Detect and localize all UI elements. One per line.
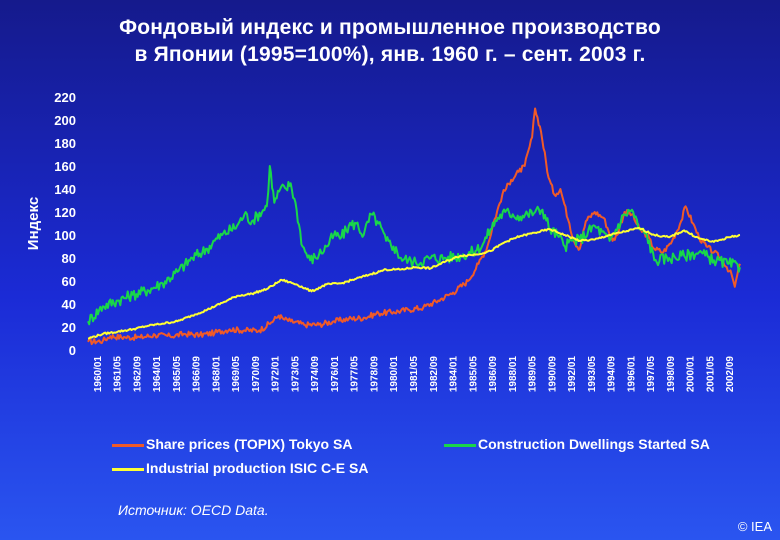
x-tick-label-24: 1992/01 (567, 356, 578, 393)
chart-title-line-2: в Японии (1995=100%), янв. 1960 г. – сен… (134, 43, 646, 66)
legend-label-share-prices: Share prices (TOPIX) Tokyo SA (146, 436, 353, 452)
x-tick-label-32: 2002/09 (725, 356, 736, 393)
y-tick-label-120: 120 (54, 205, 76, 220)
y-tick-label-180: 180 (54, 136, 76, 151)
axes-layer: Индекс 0 20 40 60 80 100 120 140 160 180 200 220 1960… (25, 90, 736, 392)
x-tick-label-17: 1982/09 (429, 356, 440, 393)
x-tick-label-1: 1961/05 (113, 356, 124, 393)
x-tick-label-28: 1997/05 (646, 356, 657, 393)
series-line-construction (87, 165, 741, 326)
x-tick-label-10: 1973/05 (290, 356, 301, 393)
x-tick-label-30: 2000/01 (686, 356, 697, 393)
x-tick-label-13: 1977/05 (350, 356, 361, 393)
legend-item-share-prices: Share prices (TOPIX) Tokyo SA (112, 436, 352, 452)
x-tick-label-2: 1962/09 (132, 356, 143, 393)
x-tick-label-8: 1970/09 (251, 356, 262, 393)
x-tick-label-14: 1978/09 (369, 356, 380, 393)
y-axis-title: Индекс (25, 197, 42, 250)
x-tick-label-11: 1974/09 (310, 356, 321, 393)
y-tick-label-140: 140 (54, 182, 76, 197)
series-line-industrial (87, 227, 741, 340)
y-tick-label-20: 20 (62, 320, 76, 335)
y-tick-label-220: 220 (54, 90, 76, 105)
legend-label-construction: Construction Dwellings Started SA (478, 436, 710, 452)
x-tick-label-15: 1980/01 (389, 356, 400, 393)
x-tick-label-26: 1994/09 (607, 356, 618, 393)
legend-swatch-industrial (112, 467, 144, 471)
y-tick-label-80: 80 (62, 251, 76, 266)
x-tick-label-25: 1993/05 (587, 356, 598, 393)
legend-swatch-share-prices (112, 443, 144, 447)
x-tick-label-4: 1965/05 (172, 356, 183, 393)
x-tick-label-22: 1989/05 (528, 356, 539, 393)
y-tick-label-40: 40 (62, 297, 76, 312)
series-layer (87, 107, 741, 346)
x-tick-label-23: 1990/09 (547, 356, 558, 393)
x-tick-label-5: 1966/09 (192, 356, 203, 393)
y-tick-label-160: 160 (54, 159, 76, 174)
copyright-note: © IEA (737, 519, 772, 534)
x-tick-label-3: 1964/01 (152, 356, 163, 393)
legend-item-industrial: Industrial production ISIC C-E SA (112, 460, 368, 476)
y-tick-label-0: 0 (69, 343, 76, 358)
y-tick-label-200: 200 (54, 113, 76, 128)
x-tick-label-19: 1985/05 (468, 356, 479, 393)
chart-title-line-1: Фондовый индекс и промышленное производс… (119, 16, 661, 39)
x-tick-label-18: 1984/01 (449, 356, 460, 393)
x-tick-label-29: 1998/09 (666, 356, 677, 393)
x-tick-label-6: 1968/01 (211, 356, 222, 393)
x-tick-label-12: 1976/01 (330, 356, 341, 393)
x-tick-label-27: 1996/01 (626, 356, 637, 393)
x-tick-label-31: 2001/05 (705, 356, 716, 393)
x-tick-label-9: 1972/01 (271, 356, 282, 393)
x-tick-label-21: 1988/01 (508, 356, 519, 393)
x-tick-label-20: 1986/09 (488, 356, 499, 393)
x-tick-label-16: 1981/05 (409, 356, 420, 393)
x-tick-label-7: 1969/05 (231, 356, 242, 393)
legend-label-industrial: Industrial production ISIC C-E SA (146, 460, 369, 476)
source-note: Источник: OECD Data. (118, 502, 269, 518)
x-tick-label-0: 1960/01 (93, 356, 104, 393)
legend-item-construction: Construction Dwellings Started SA (444, 436, 710, 452)
legend-swatch-construction (444, 443, 476, 447)
y-tick-label-60: 60 (62, 274, 76, 289)
series-line-share-prices (87, 107, 741, 346)
chart-title: Фондовый индекс и промышленное производс… (0, 14, 780, 68)
y-tick-label-100: 100 (54, 228, 76, 243)
